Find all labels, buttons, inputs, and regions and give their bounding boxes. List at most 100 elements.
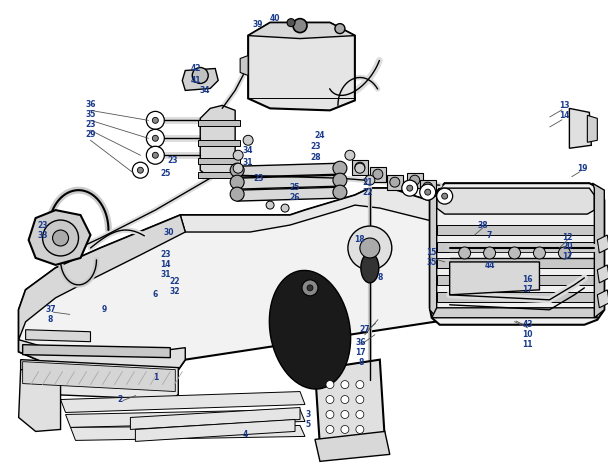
Text: 23: 23 bbox=[160, 250, 171, 259]
Circle shape bbox=[459, 247, 471, 259]
Polygon shape bbox=[437, 275, 594, 285]
Text: 34: 34 bbox=[243, 146, 253, 155]
Polygon shape bbox=[26, 330, 91, 342]
Text: 26: 26 bbox=[290, 193, 300, 201]
Polygon shape bbox=[19, 215, 185, 340]
Circle shape bbox=[424, 189, 431, 195]
Text: 12: 12 bbox=[562, 232, 572, 241]
Text: 8: 8 bbox=[48, 315, 53, 324]
Circle shape bbox=[230, 187, 244, 201]
Text: 34: 34 bbox=[200, 86, 211, 95]
Polygon shape bbox=[71, 426, 305, 440]
Text: 5: 5 bbox=[306, 420, 311, 429]
Circle shape bbox=[302, 280, 318, 296]
Polygon shape bbox=[593, 183, 604, 318]
Text: 15: 15 bbox=[426, 248, 437, 257]
Circle shape bbox=[390, 177, 400, 187]
Polygon shape bbox=[29, 210, 91, 265]
Circle shape bbox=[333, 173, 347, 187]
Text: 25: 25 bbox=[160, 169, 171, 178]
Circle shape bbox=[333, 185, 347, 199]
Circle shape bbox=[281, 204, 289, 212]
Circle shape bbox=[326, 380, 334, 389]
Polygon shape bbox=[180, 188, 574, 254]
Text: 14: 14 bbox=[559, 111, 569, 120]
Text: 40: 40 bbox=[270, 14, 280, 23]
Circle shape bbox=[365, 175, 375, 185]
Circle shape bbox=[333, 161, 347, 175]
Circle shape bbox=[533, 247, 546, 259]
Text: 14: 14 bbox=[160, 260, 171, 269]
Circle shape bbox=[341, 410, 349, 418]
Polygon shape bbox=[60, 391, 305, 412]
Text: 23: 23 bbox=[254, 174, 264, 183]
Text: 37: 37 bbox=[45, 305, 56, 314]
Circle shape bbox=[152, 135, 158, 141]
Text: 17: 17 bbox=[562, 252, 572, 261]
Polygon shape bbox=[237, 175, 340, 189]
Circle shape bbox=[326, 410, 334, 418]
Polygon shape bbox=[387, 175, 403, 190]
Text: 38: 38 bbox=[477, 220, 488, 229]
Text: 42: 42 bbox=[191, 64, 202, 73]
Text: 23: 23 bbox=[85, 120, 96, 129]
Circle shape bbox=[410, 175, 420, 185]
Text: 22: 22 bbox=[362, 188, 373, 197]
Polygon shape bbox=[449, 262, 540, 295]
Polygon shape bbox=[437, 258, 594, 268]
Polygon shape bbox=[437, 292, 594, 302]
Polygon shape bbox=[200, 105, 235, 178]
Polygon shape bbox=[21, 360, 178, 399]
Polygon shape bbox=[437, 188, 594, 214]
Circle shape bbox=[348, 226, 392, 270]
Ellipse shape bbox=[269, 270, 351, 389]
Circle shape bbox=[341, 380, 349, 389]
Text: 1: 1 bbox=[153, 373, 158, 382]
Polygon shape bbox=[587, 115, 597, 142]
Polygon shape bbox=[437, 225, 594, 235]
Text: 41: 41 bbox=[191, 76, 202, 85]
Circle shape bbox=[52, 230, 69, 246]
Polygon shape bbox=[199, 140, 240, 146]
Circle shape bbox=[360, 238, 380, 258]
Polygon shape bbox=[199, 172, 240, 178]
Circle shape bbox=[326, 426, 334, 433]
Polygon shape bbox=[248, 23, 355, 110]
Text: 11: 11 bbox=[523, 340, 533, 349]
Polygon shape bbox=[420, 180, 435, 195]
Polygon shape bbox=[248, 23, 355, 38]
Circle shape bbox=[355, 163, 365, 173]
Ellipse shape bbox=[361, 253, 379, 283]
Circle shape bbox=[266, 201, 274, 209]
Circle shape bbox=[192, 67, 208, 84]
Polygon shape bbox=[19, 370, 60, 431]
Text: 23: 23 bbox=[167, 156, 178, 165]
Circle shape bbox=[243, 135, 253, 145]
Circle shape bbox=[484, 247, 496, 259]
Circle shape bbox=[420, 184, 435, 200]
Circle shape bbox=[326, 396, 334, 404]
Text: 35: 35 bbox=[426, 258, 437, 267]
Text: 22: 22 bbox=[169, 277, 180, 286]
Polygon shape bbox=[19, 188, 590, 375]
Polygon shape bbox=[430, 183, 604, 325]
Text: 36: 36 bbox=[356, 338, 366, 347]
Text: 7: 7 bbox=[487, 230, 492, 239]
Circle shape bbox=[341, 396, 349, 404]
Text: 32: 32 bbox=[169, 287, 180, 296]
Circle shape bbox=[373, 169, 383, 179]
Text: 31: 31 bbox=[243, 158, 253, 167]
Polygon shape bbox=[19, 340, 185, 375]
Text: 19: 19 bbox=[577, 164, 588, 173]
Circle shape bbox=[43, 220, 79, 256]
Text: 28: 28 bbox=[311, 153, 322, 162]
Text: 13: 13 bbox=[559, 101, 569, 110]
Polygon shape bbox=[597, 265, 609, 283]
Text: 35: 35 bbox=[85, 110, 96, 119]
Text: 9: 9 bbox=[102, 305, 107, 314]
Circle shape bbox=[146, 146, 164, 164]
Polygon shape bbox=[240, 56, 248, 76]
Text: 36: 36 bbox=[85, 100, 96, 109]
Circle shape bbox=[356, 426, 364, 433]
Polygon shape bbox=[199, 120, 240, 126]
